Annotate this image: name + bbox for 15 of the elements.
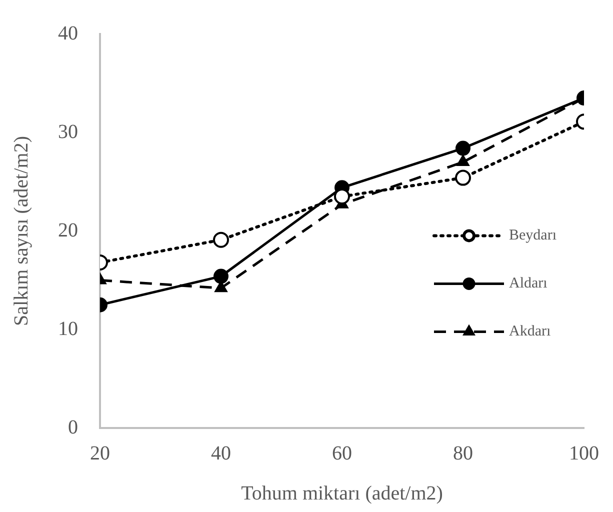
x-tick-label: 100 [569, 442, 599, 464]
x-tick-label: 40 [211, 442, 231, 464]
y-tick-label: 40 [58, 22, 78, 44]
y-axis-title: Salkım sayısı (adet/m2) [10, 136, 32, 326]
x-tick-label: 80 [453, 442, 473, 464]
legend-label: Akdarı [509, 324, 551, 340]
y-tick-label: 10 [58, 318, 78, 340]
x-tick-label: 60 [332, 442, 352, 464]
legend-label: Beydarı [509, 228, 556, 244]
y-tick-label: 20 [58, 219, 78, 242]
y-tick-label: 30 [58, 120, 78, 143]
x-tick-label: 20 [90, 442, 110, 464]
x-axis-title: Tohum miktarı (adet/m2) [241, 482, 443, 504]
y-tick-label: 0 [68, 416, 78, 438]
legend-label: Aldarı [509, 276, 548, 292]
